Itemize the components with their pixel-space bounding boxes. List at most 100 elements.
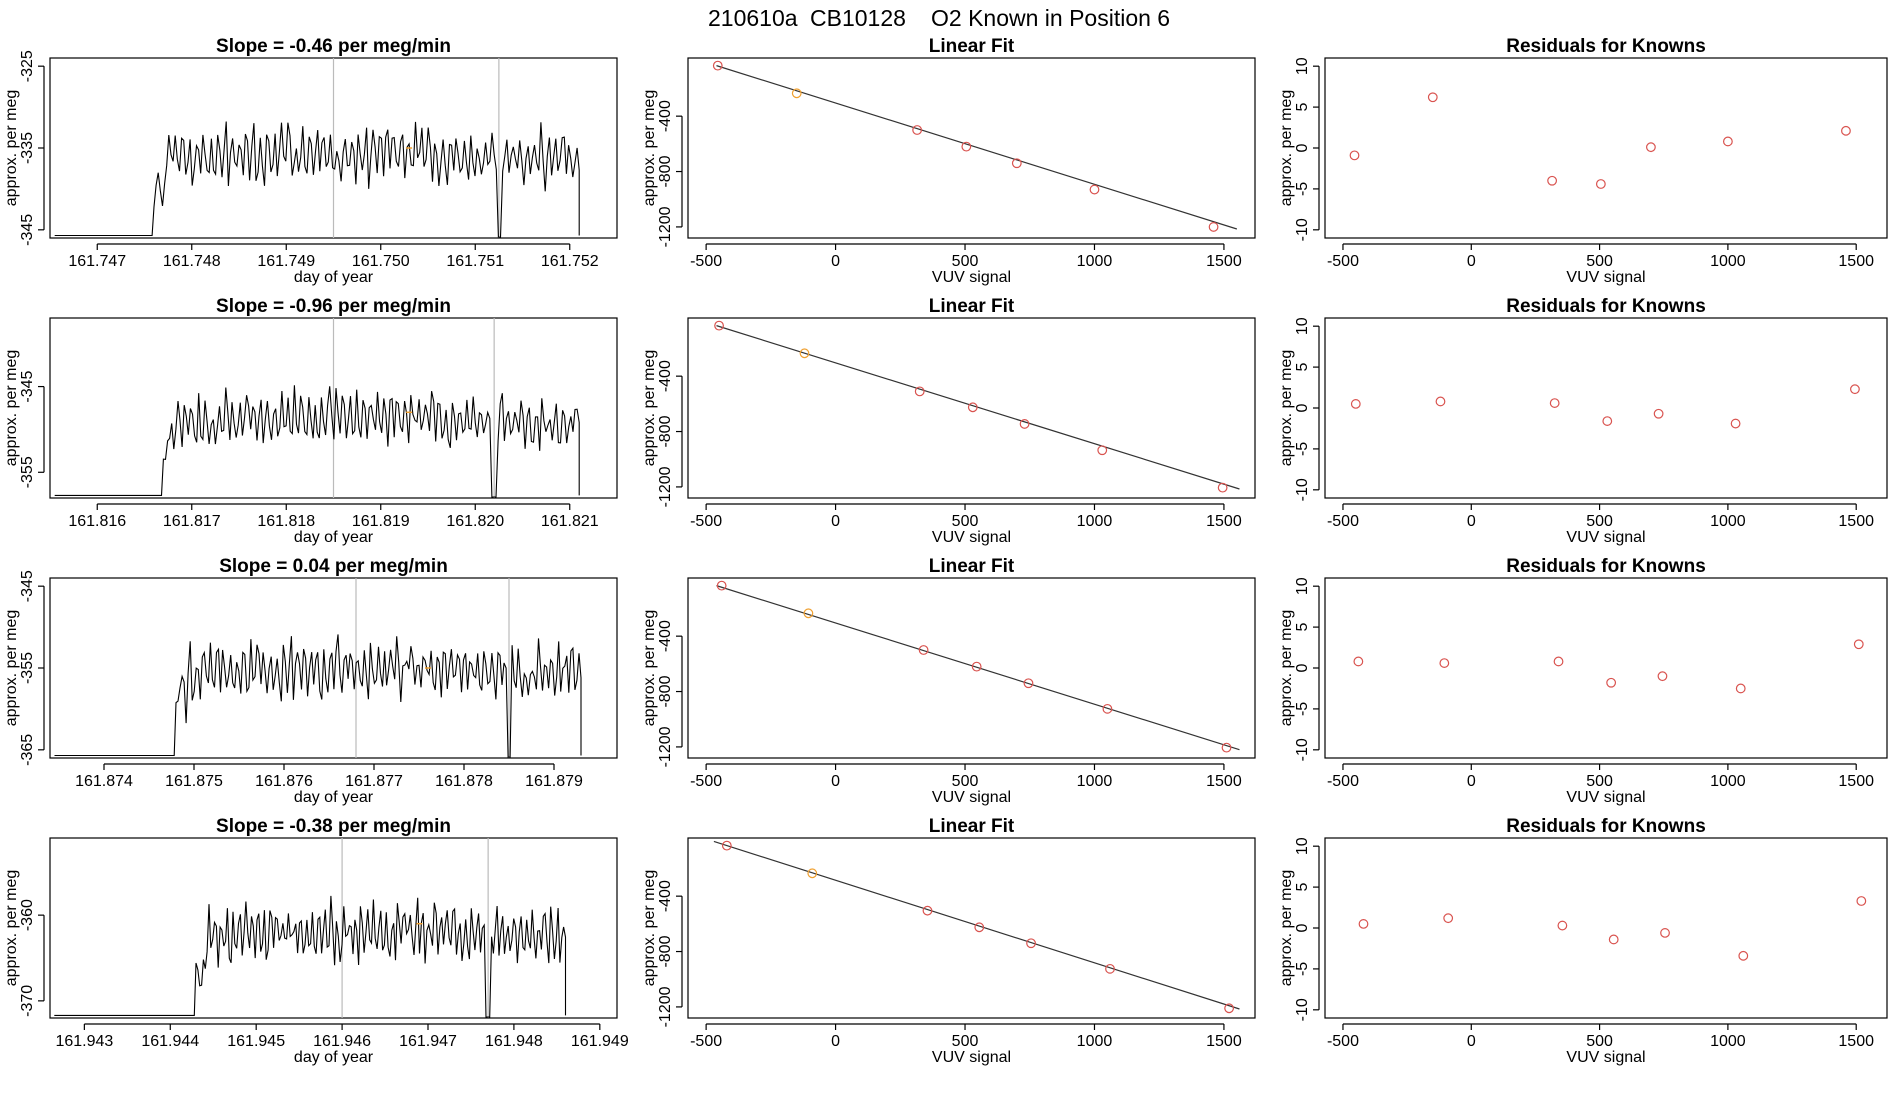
timeseries-x-tick-label: 161.820 xyxy=(446,513,504,530)
residuals-y-tick-label: 0 xyxy=(1294,403,1311,412)
fit-data-point xyxy=(1011,158,1022,169)
residual-point xyxy=(1353,656,1364,667)
fit-data-point xyxy=(1019,419,1030,429)
fit-data-point xyxy=(1026,938,1036,949)
residual-point xyxy=(1653,408,1664,419)
fit-data-point xyxy=(1089,184,1100,195)
timeseries-x-tick-label: 161.819 xyxy=(352,513,410,530)
fit-x-tick-label: 0 xyxy=(831,1033,840,1050)
residuals-y-tick-label: -5 xyxy=(1294,702,1311,716)
residual-point xyxy=(1606,677,1617,688)
residuals-title: Residuals for Knowns xyxy=(1506,296,1706,317)
timeseries-x-axis-label: day of year xyxy=(294,1049,374,1066)
chart-row-4: Slope = -0.38 per meg/min 161.943 161.944 1… xyxy=(3,816,1888,1066)
residuals-x-tick-label: 1000 xyxy=(1710,773,1746,790)
fit-y-tick-label: -800 xyxy=(657,935,674,967)
timeseries-y-axis-label: approx. per meg xyxy=(3,90,20,207)
fit-y-tick-label: -1200 xyxy=(657,726,674,767)
residuals-x-tick-label: 1000 xyxy=(1710,513,1746,530)
timeseries-x-tick-label: 161.748 xyxy=(163,253,221,270)
residuals-y-tick-label: 10 xyxy=(1294,317,1311,335)
residuals-title: Residuals for Knowns xyxy=(1506,556,1706,577)
timeseries-y-axis-label: approx. per meg xyxy=(3,870,20,987)
fit-y-tick-label: -400 xyxy=(657,100,674,132)
residuals-x-tick-label: 0 xyxy=(1467,1033,1476,1050)
chart-row-3: Slope = 0.04 per meg/min 161.874 161.875 16… xyxy=(3,556,1888,806)
residuals-y-tick-label: -10 xyxy=(1294,998,1311,1021)
residuals-title: Residuals for Knowns xyxy=(1506,816,1706,837)
residuals-y-tick-label: -5 xyxy=(1294,182,1311,196)
timeseries-y-tick-label: -355 xyxy=(19,456,36,488)
timeseries-x-axis-label: day of year xyxy=(294,269,374,286)
residuals-x-tick-label: 0 xyxy=(1467,513,1476,530)
timeseries-y-tick-label: -345 xyxy=(19,370,36,402)
residuals-plot-frame xyxy=(1324,317,1888,499)
fit-title: Linear Fit xyxy=(929,816,1015,837)
timeseries-plot-frame xyxy=(49,837,618,1019)
fit-y-axis-label: approx. per meg xyxy=(641,350,658,467)
fit-data-point xyxy=(967,402,978,413)
fit-data-point xyxy=(807,868,818,879)
residuals-x-tick-label: -500 xyxy=(1327,1033,1359,1050)
timeseries-y-tick-label: -355 xyxy=(19,652,36,684)
residuals-title: Residuals for Knowns xyxy=(1506,36,1706,57)
timeseries-x-tick-label: 161.817 xyxy=(163,513,221,530)
fit-regression-line xyxy=(713,840,1240,1010)
fit-x-tick-label: 1000 xyxy=(1077,773,1113,790)
residual-point xyxy=(1850,384,1860,395)
residuals-y-tick-label: 5 xyxy=(1294,883,1311,892)
timeseries-x-tick-label: 161.874 xyxy=(75,773,133,790)
residual-point xyxy=(1439,658,1450,668)
residuals-x-tick-label: 500 xyxy=(1586,513,1613,530)
residuals-y-tick-label: 0 xyxy=(1294,923,1311,932)
residual-point xyxy=(1557,920,1568,931)
figure-title-run: 210610a xyxy=(708,5,798,31)
fit-x-tick-label: 1500 xyxy=(1206,253,1242,270)
residuals-y-tick-label: 10 xyxy=(1294,577,1311,595)
residual-point xyxy=(1602,416,1613,426)
residuals-y-tick-label: 5 xyxy=(1294,103,1311,112)
timeseries-x-tick-label: 161.943 xyxy=(55,1033,113,1050)
timeseries-x-tick-label: 161.875 xyxy=(165,773,223,790)
fit-data-point xyxy=(1097,445,1108,456)
fit-x-tick-label: 1500 xyxy=(1206,773,1242,790)
timeseries-series-line xyxy=(54,895,567,1018)
timeseries-title: Slope = -0.38 per meg/min xyxy=(216,816,451,837)
fit-data-point xyxy=(721,840,732,851)
timeseries-x-axis-label: day of year xyxy=(294,789,374,806)
residual-point xyxy=(1427,92,1438,103)
fit-data-point xyxy=(922,905,933,916)
residuals-y-axis-label: approx. per meg xyxy=(1278,610,1295,727)
residuals-x-tick-label: 1500 xyxy=(1838,513,1874,530)
fit-x-tick-label: 0 xyxy=(831,773,840,790)
residuals-y-tick-label: 10 xyxy=(1294,837,1311,855)
fit-data-point xyxy=(912,125,923,135)
timeseries-title: Slope = -0.96 per meg/min xyxy=(216,296,451,317)
fit-x-tick-label: 1000 xyxy=(1077,513,1113,530)
residual-point xyxy=(1646,142,1656,153)
residuals-plot-frame xyxy=(1324,837,1888,1019)
residuals-x-tick-label: 0 xyxy=(1467,773,1476,790)
residuals-x-tick-label: 500 xyxy=(1586,773,1613,790)
residual-point xyxy=(1443,913,1454,924)
fit-data-point xyxy=(1102,703,1113,714)
chart-row-2: Slope = -0.96 per meg/min 161.816 161.817 1… xyxy=(3,296,1888,546)
residuals-y-tick-label: 0 xyxy=(1294,143,1311,152)
timeseries-y-tick-label: -360 xyxy=(19,899,36,931)
timeseries-x-tick-label: 161.945 xyxy=(227,1033,285,1050)
timeseries-series-line xyxy=(54,121,580,238)
fit-y-axis-label: approx. per meg xyxy=(641,870,658,987)
figure-title-id: CB10128 xyxy=(810,5,906,31)
residuals-y-tick-label: -10 xyxy=(1294,738,1311,761)
residuals-y-tick-label: 0 xyxy=(1294,663,1311,672)
residuals-x-tick-label: 500 xyxy=(1586,1033,1613,1050)
fit-y-tick-label: -800 xyxy=(657,155,674,187)
fit-regression-line xyxy=(716,65,1238,230)
residuals-x-axis-label: VUV signal xyxy=(1566,1049,1645,1066)
fit-x-axis-label: VUV signal xyxy=(932,1049,1011,1066)
timeseries-x-tick-label: 161.879 xyxy=(525,773,583,790)
residual-point xyxy=(1657,671,1668,682)
timeseries-x-tick-label: 161.876 xyxy=(255,773,313,790)
residual-point xyxy=(1738,950,1749,961)
timeseries-x-tick-label: 161.821 xyxy=(541,513,599,530)
